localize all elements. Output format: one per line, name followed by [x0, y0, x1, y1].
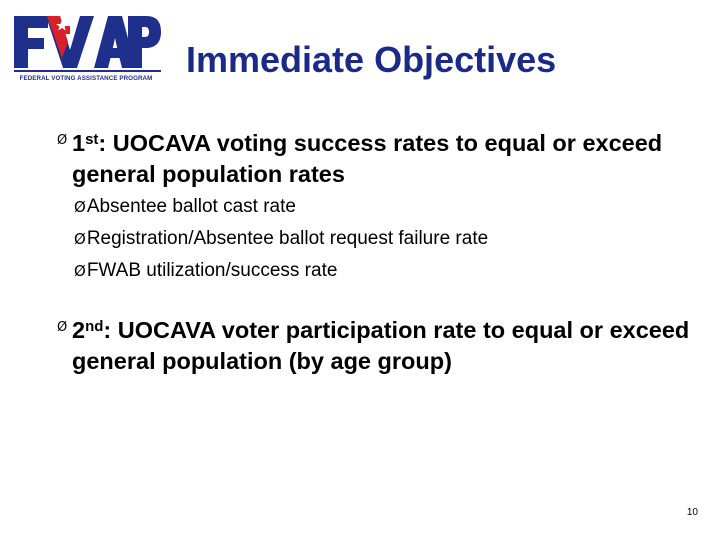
bullet-arrow-icon: Ø	[57, 320, 68, 335]
sub-bullet-item: ØAbsentee ballot cast rate	[74, 191, 488, 223]
page-number: 10	[686, 507, 698, 518]
sub-bullet-item: ØFWAB utilization/success rate	[74, 255, 488, 287]
bullet-2: Ø 2nd: UOCAVA voter participation rate t…	[57, 315, 697, 377]
sub-bullet-text: Absentee ballot cast rate	[86, 196, 296, 217]
sub-bullet-list: ØAbsentee ballot cast rate ØRegistration…	[74, 191, 488, 287]
sub-bullet-arrow-icon: Ø	[74, 230, 86, 248]
sub-bullet-arrow-icon: Ø	[74, 262, 86, 280]
bullet-1-text: 1st: UOCAVA voting success rates to equa…	[57, 128, 697, 190]
bullet-2-ordinal-suffix: nd	[85, 318, 104, 335]
bullet-1-body: : UOCAVA voting success rates to equal o…	[72, 130, 663, 187]
bullet-arrow-icon: Ø	[57, 133, 68, 148]
bullet-1-ordinal-suffix: st	[85, 131, 99, 148]
bullet-1: Ø 1st: UOCAVA voting success rates to eq…	[57, 128, 697, 190]
sub-bullet-arrow-icon: Ø	[74, 198, 86, 216]
bullet-2-text: 2nd: UOCAVA voter participation rate to …	[57, 315, 697, 377]
sub-bullet-text: FWAB utilization/success rate	[86, 260, 338, 281]
fvap-wordmark	[14, 16, 161, 72]
logo-tagline: FEDERAL VOTING ASSISTANCE PROGRAM	[19, 75, 153, 82]
slide-title: Immediate Objectives	[186, 39, 557, 80]
fvap-logo: FEDERAL VOTING ASSISTANCE PROGRAM	[10, 12, 162, 92]
sub-bullet-item: ØRegistration/Absentee ballot request fa…	[74, 223, 488, 255]
bullet-1-ordinal: 1	[72, 130, 86, 156]
sub-bullet-text: Registration/Absentee ballot request fai…	[86, 228, 489, 249]
bullet-2-ordinal: 2	[72, 317, 86, 343]
bullet-2-body: : UOCAVA voter participation rate to equ…	[72, 317, 690, 374]
